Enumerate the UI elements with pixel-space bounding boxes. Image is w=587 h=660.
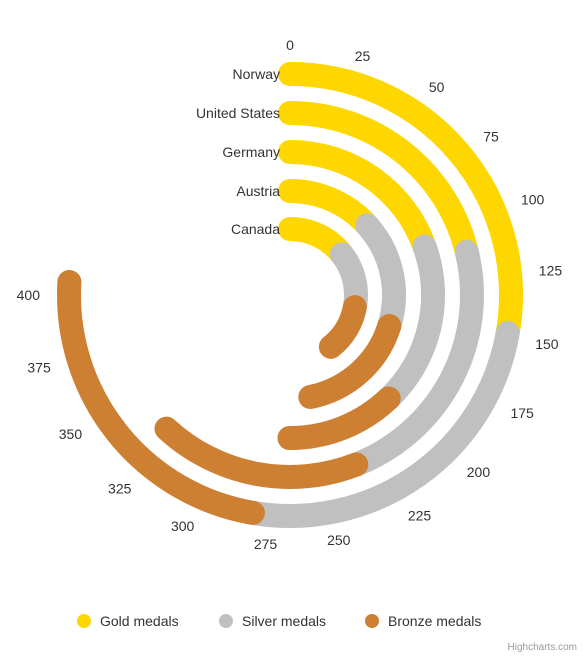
bar-norway-bronze-medals[interactable] [57, 269, 265, 525]
bar-germany-gold-medals[interactable] [278, 140, 437, 259]
value-tick-label: 150 [535, 336, 559, 352]
value-tick-label: 300 [171, 518, 195, 534]
bar-norway-silver-medals[interactable] [240, 321, 520, 528]
category-label-germany: Germany [222, 144, 280, 160]
value-tick-label: 350 [59, 426, 83, 442]
legend: Gold medals Silver medals Bronze medals [77, 613, 481, 629]
legend-item-gold[interactable]: Gold medals [77, 613, 179, 629]
credits-link[interactable]: Highcharts.com [508, 642, 577, 653]
category-label-canada: Canada [231, 221, 280, 237]
bar-united-states-bronze-medals[interactable] [154, 416, 369, 489]
legend-item-silver[interactable]: Silver medals [219, 613, 326, 629]
legend-label-gold: Gold medals [100, 613, 179, 629]
value-tick-label: 250 [327, 532, 351, 548]
value-tick-label: 50 [429, 79, 445, 95]
bar-austria-bronze-medals[interactable] [298, 313, 402, 409]
category-label-austria: Austria [236, 183, 280, 199]
value-tick-label: 400 [17, 287, 41, 303]
value-tick-label: 75 [483, 128, 499, 144]
value-tick-label: 175 [510, 405, 534, 421]
legend-item-bronze[interactable]: Bronze medals [365, 613, 481, 629]
bar-austria-silver-medals[interactable] [355, 213, 406, 338]
legend-swatch-silver [219, 614, 233, 628]
bar-germany-silver-medals[interactable] [376, 234, 445, 411]
value-tick-label: 325 [108, 480, 132, 496]
value-tick-label: 375 [27, 360, 51, 376]
value-tick-label: 200 [467, 464, 491, 480]
bars-layer [57, 62, 523, 528]
category-labels: Norway United States Germany Austria Canada [196, 66, 280, 237]
bar-united-states-silver-medals[interactable] [344, 239, 484, 477]
legend-label-silver: Silver medals [242, 613, 326, 629]
bar-united-states-gold-medals[interactable] [278, 101, 479, 264]
bar-germany-bronze-medals[interactable] [277, 386, 401, 451]
value-tick-label: 275 [254, 536, 278, 552]
legend-swatch-bronze [365, 614, 379, 628]
category-label-norway: Norway [233, 66, 280, 82]
bar-canada-bronze-medals[interactable] [318, 295, 367, 359]
legend-label-bronze: Bronze medals [388, 613, 481, 629]
value-tick-label: 125 [539, 263, 563, 279]
legend-swatch-gold [77, 614, 91, 628]
value-axis-tick-labels: 0 25 50 75 100 125 150 175 200 225 250 275 300 325 350… [17, 37, 563, 552]
value-tick-label: 0 [286, 37, 294, 53]
category-label-united-states: United States [196, 105, 280, 121]
bar-norway-gold-medals[interactable] [278, 62, 523, 345]
value-tick-label: 25 [355, 48, 371, 64]
value-tick-label: 100 [521, 191, 545, 207]
value-tick-label: 225 [408, 507, 432, 523]
